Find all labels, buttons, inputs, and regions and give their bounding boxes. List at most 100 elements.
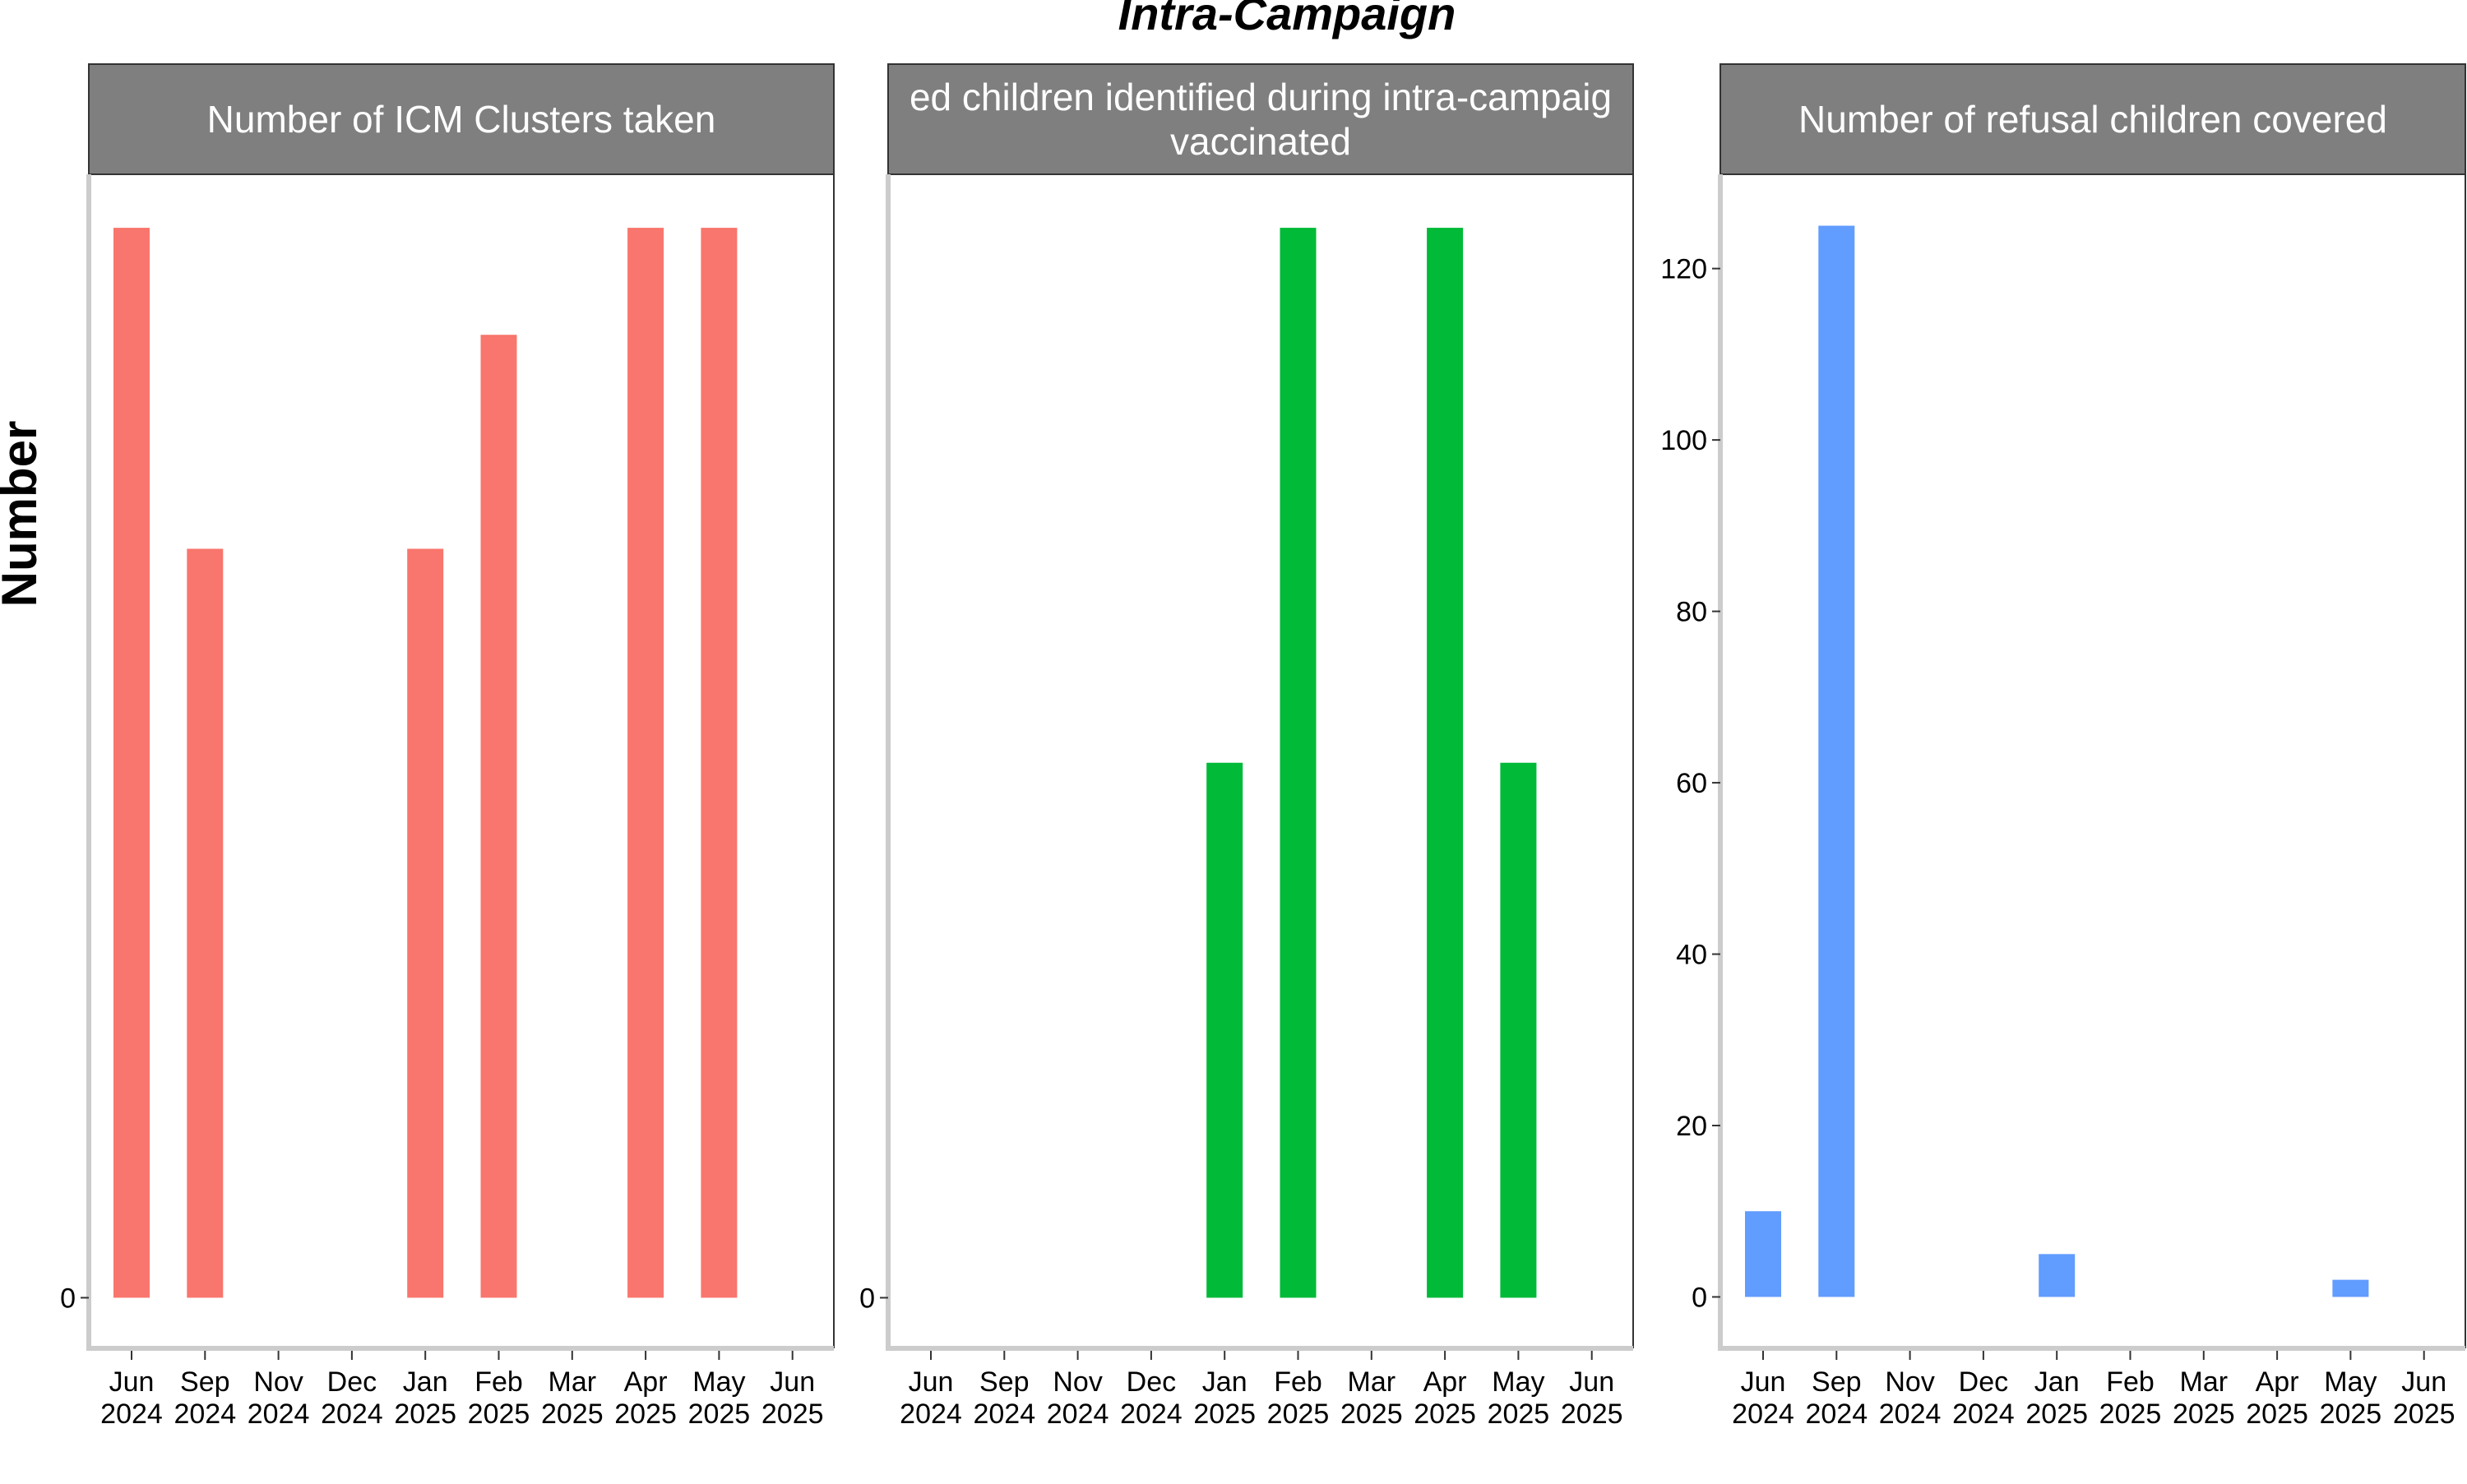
x-tick-label-month: Jun — [109, 1366, 155, 1398]
x-tick-label-year: 2025 — [1414, 1398, 1476, 1430]
x-tick-label-year: 2024 — [100, 1398, 163, 1430]
bar — [1745, 1211, 1781, 1297]
x-tick-label-month: Mar — [1348, 1366, 1396, 1398]
x-tick-label-year: 2024 — [1120, 1398, 1183, 1430]
x-tick-label-month: May — [2324, 1366, 2377, 1398]
y-tick-label: 100 — [1660, 425, 1707, 456]
x-tick-label-month: Jan — [2034, 1366, 2080, 1398]
x-tick-label-month: Feb — [2106, 1366, 2155, 1398]
x-tick-label-year: 2024 — [1879, 1398, 1942, 1430]
facet-strip — [1719, 63, 2466, 175]
facet-panel: Number of refusal children covered 0 20 40 6… — [1660, 63, 2466, 1430]
x-tick-label-year: 2024 — [321, 1398, 383, 1430]
facet-panel: ed children identified during intra-camp… — [859, 63, 1634, 1430]
x-tick-label-year: 2025 — [1193, 1398, 1256, 1430]
y-tick-label: 60 — [1676, 768, 1707, 799]
x-tick-label-month: May — [692, 1366, 745, 1398]
bar — [627, 228, 664, 1298]
x-tick-label-month: Jan — [1202, 1366, 1247, 1398]
x-tick-label-month: Jun — [770, 1366, 815, 1398]
facet-strip — [887, 63, 1634, 175]
x-tick-label-month: Jun — [909, 1366, 954, 1398]
y-tick-label: 80 — [1676, 597, 1707, 628]
facet-strip-text-group: ed children identified during intra-camp… — [910, 76, 1612, 163]
bar — [1818, 225, 1855, 1297]
facet-strip — [88, 63, 835, 175]
bar — [2039, 1254, 2076, 1297]
bar — [701, 228, 738, 1298]
x-tick-label-year: 2025 — [2393, 1398, 2455, 1430]
facet-strip-label: Number of ICM Clusters taken — [207, 98, 716, 141]
facet-strip-text-group: Number of ICM Clusters taken — [207, 98, 716, 141]
x-tick-label-month: Apr — [624, 1366, 668, 1398]
x-tick-label-month: Nov — [1053, 1366, 1102, 1398]
x-tick-label-year: 2025 — [1488, 1398, 1550, 1430]
x-tick-label-month: Sep — [180, 1366, 230, 1398]
x-tick-label-year: 2025 — [2099, 1398, 2162, 1430]
bar — [407, 548, 444, 1298]
x-tick-label-month: Sep — [979, 1366, 1030, 1398]
facet-strip-label: Number of refusal children covered — [1798, 98, 2387, 141]
facet-strip-label: ed children identified during intra-camp… — [910, 76, 1612, 118]
x-tick-label-month: Dec — [327, 1366, 377, 1398]
x-tick-label-year: 2024 — [973, 1398, 1035, 1430]
bar — [480, 335, 517, 1298]
x-tick-label-year: 2025 — [394, 1398, 456, 1430]
x-tick-label-month: Sep — [1812, 1366, 1862, 1398]
bar — [1500, 762, 1537, 1298]
x-tick-label-year: 2024 — [1805, 1398, 1868, 1430]
x-tick-label-year: 2024 — [1952, 1398, 2015, 1430]
bar — [2332, 1279, 2369, 1297]
x-tick-label-year: 2024 — [174, 1398, 236, 1430]
x-tick-label-month: Nov — [253, 1366, 303, 1398]
x-tick-label-year: 2025 — [688, 1398, 751, 1430]
x-tick-label-month: Jan — [403, 1366, 448, 1398]
x-tick-label-month: Mar — [548, 1366, 597, 1398]
y-tick-label: 0 — [60, 1283, 76, 1314]
x-tick-label-year: 2025 — [1267, 1398, 1330, 1430]
y-tick-label: 0 — [859, 1283, 875, 1314]
x-tick-label-month: Feb — [474, 1366, 523, 1398]
chart-title: Intra-Campaign — [1118, 0, 1456, 39]
y-tick-label: 0 — [1692, 1282, 1707, 1313]
x-tick-label-month: Feb — [1274, 1366, 1322, 1398]
facet-strip-text-group: Number of refusal children covered — [1798, 98, 2387, 141]
y-tick-label: 120 — [1660, 254, 1707, 285]
x-tick-label-month: Jun — [2401, 1366, 2446, 1398]
x-tick-label-year: 2024 — [248, 1398, 310, 1430]
x-tick-label-year: 2024 — [900, 1398, 962, 1430]
x-tick-label-month: Jun — [1569, 1366, 1614, 1398]
y-tick-label: 20 — [1676, 1111, 1707, 1142]
x-tick-label-month: Jun — [1741, 1366, 1786, 1398]
x-tick-label-year: 2025 — [1340, 1398, 1403, 1430]
x-tick-label-year: 2025 — [2320, 1398, 2382, 1430]
bar — [1206, 762, 1243, 1298]
x-tick-label-year: 2025 — [2246, 1398, 2308, 1430]
x-tick-label-year: 2024 — [1047, 1398, 1109, 1430]
x-tick-label-year: 2025 — [761, 1398, 824, 1430]
bar — [1280, 228, 1317, 1298]
x-tick-label-year: 2025 — [468, 1398, 530, 1430]
x-tick-label-month: Apr — [2256, 1366, 2299, 1398]
x-tick-label-year: 2025 — [614, 1398, 677, 1430]
facet-panel: Number of ICM Clusters taken0Jun2024Sep2… — [60, 63, 835, 1430]
x-tick-label-year: 2025 — [2025, 1398, 2088, 1430]
x-tick-label-month: May — [1492, 1366, 1544, 1398]
x-tick-label-month: Apr — [1423, 1366, 1467, 1398]
bar — [187, 548, 224, 1298]
x-tick-label-month: Nov — [1885, 1366, 1934, 1398]
x-tick-label-year: 2025 — [1561, 1398, 1623, 1430]
x-tick-label-month: Dec — [1127, 1366, 1176, 1398]
x-tick-label-month: Mar — [2180, 1366, 2229, 1398]
bar — [1427, 228, 1464, 1298]
y-axis-label: Number — [0, 421, 47, 608]
x-tick-label-year: 2025 — [541, 1398, 604, 1430]
facet-strip-label: vaccinated — [1170, 120, 1351, 163]
x-tick-label-year: 2024 — [1732, 1398, 1794, 1430]
y-tick-label: 40 — [1676, 940, 1707, 971]
x-tick-label-month: Dec — [1959, 1366, 2008, 1398]
x-tick-label-year: 2025 — [2173, 1398, 2235, 1430]
bar — [113, 228, 150, 1298]
